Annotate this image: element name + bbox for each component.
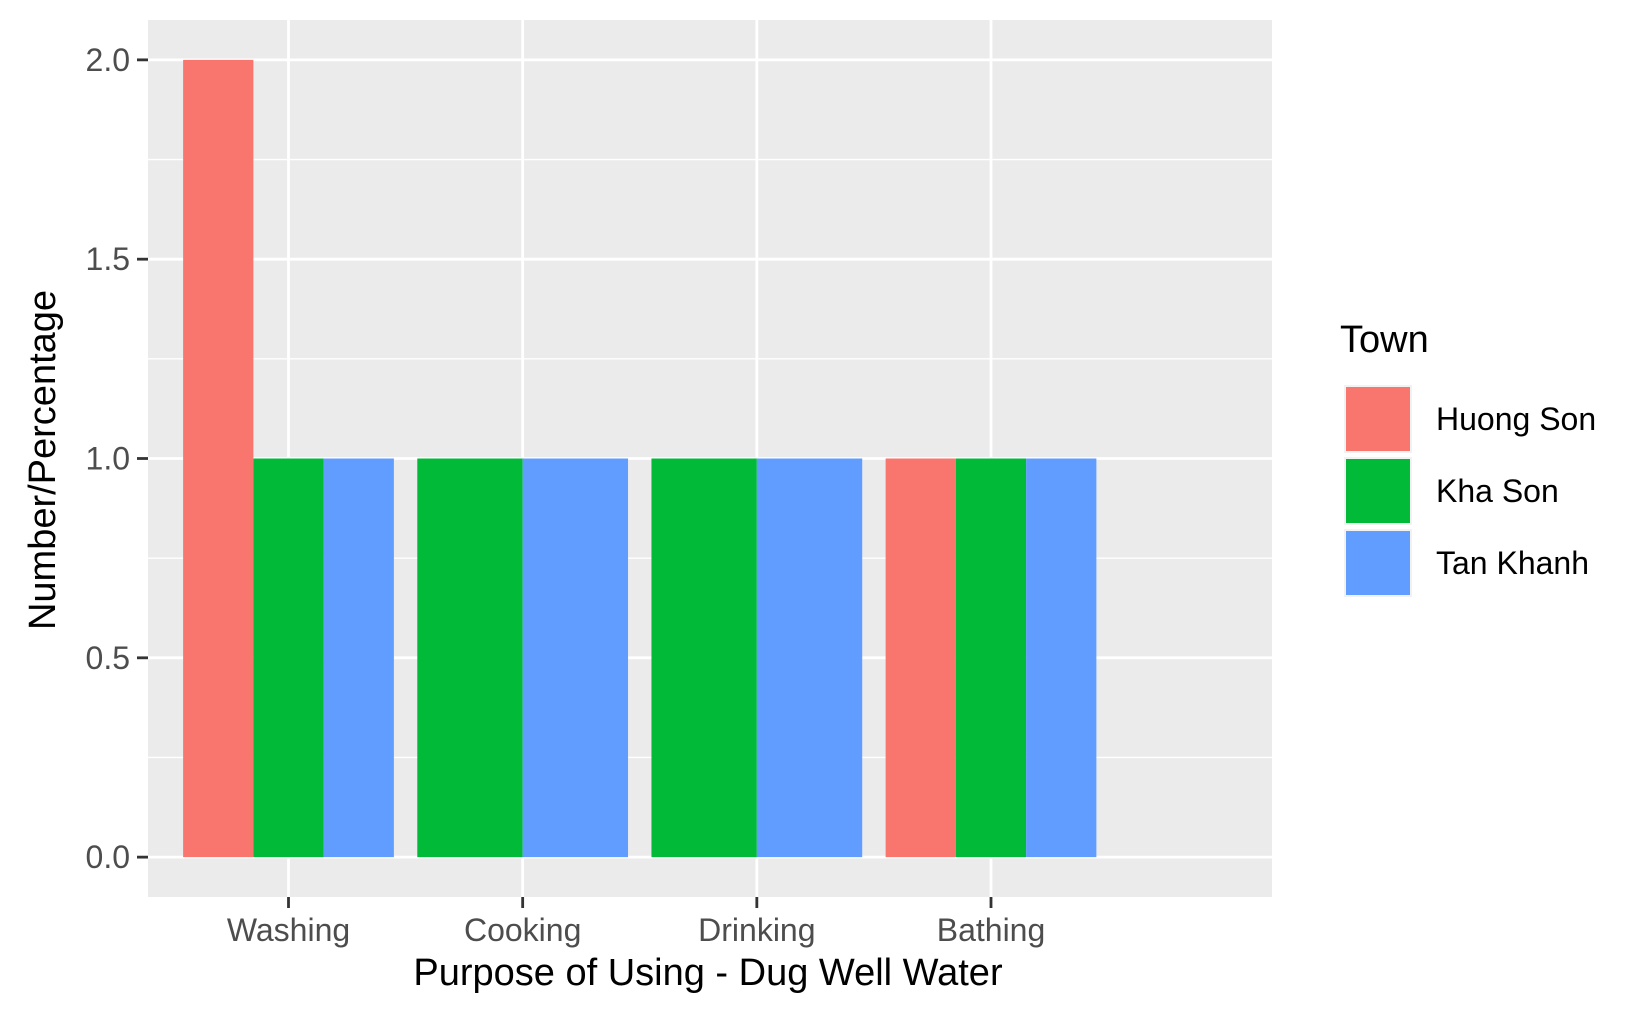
y-tick-label: 0.0 [86,839,130,875]
bar-bathing-huong-son [885,458,956,858]
legend: Town Huong Son Kha Son Tan Khanh [1340,319,1596,597]
x-axis: Washing Cooking Drinking Bathing [227,897,1045,948]
x-axis-title: Purpose of Using - Dug Well Water [413,952,1003,994]
x-tick-label: Washing [227,912,350,948]
bars [183,59,1097,858]
legend-key-huong-son [1346,387,1410,451]
legend-key-kha-son [1346,459,1410,523]
legend-title: Town [1340,319,1429,361]
y-axis: 0.0 0.5 1.0 1.5 2.0 [86,42,148,875]
legend-label: Kha Son [1436,473,1559,509]
x-tick-label: Bathing [937,912,1046,948]
bar-drinking-tan-khanh [756,458,863,858]
legend-label: Tan Khanh [1436,545,1589,581]
bar-washing-huong-son [183,59,254,858]
y-tick-label: 2.0 [86,42,130,78]
bar-cooking-tan-khanh [522,458,629,858]
y-tick-label: 0.5 [86,640,130,676]
legend-label: Huong Son [1436,401,1596,437]
bar-washing-kha-son [253,458,324,858]
y-axis-title: Number/Percentage [22,290,64,630]
x-tick-label: Cooking [464,912,581,948]
bar-bathing-tan-khanh [1026,458,1097,858]
y-tick-label: 1.5 [86,241,130,277]
y-tick-label: 1.0 [86,441,130,477]
bar-bathing-kha-son [955,458,1027,858]
x-tick-label: Drinking [698,912,815,948]
legend-key-tan-khanh [1346,531,1410,595]
bar-washing-tan-khanh [323,458,394,858]
bar-cooking-kha-son [417,458,523,858]
bar-drinking-kha-son [651,458,757,858]
